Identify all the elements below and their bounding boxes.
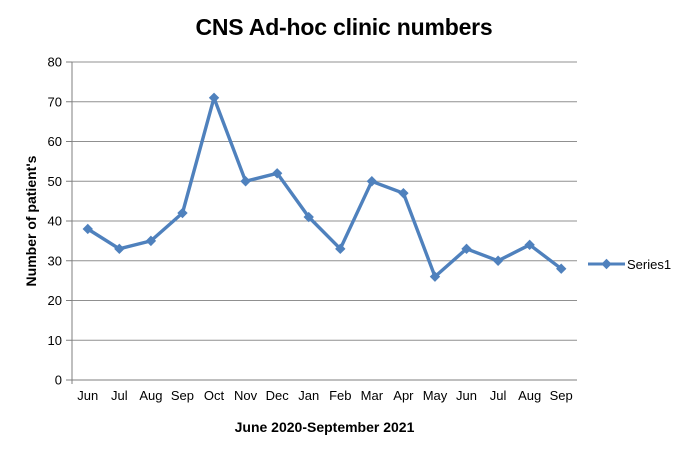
legend-series-label: Series1 — [627, 256, 672, 272]
data-point-marker — [556, 263, 567, 274]
x-tick-label: Sep — [550, 388, 573, 403]
legend-line-marker-icon — [588, 258, 625, 270]
data-point-marker — [335, 243, 346, 255]
x-axis-title: June 2020-September 2021 — [234, 419, 415, 435]
x-tick-label: Aug — [518, 388, 541, 403]
data-point-marker — [177, 207, 188, 219]
x-tick-label: Oct — [204, 388, 225, 403]
data-point-marker — [366, 176, 378, 187]
data-point-marker — [208, 92, 220, 103]
y-tick-label: 60 — [48, 134, 62, 149]
y-tick-label: 80 — [48, 55, 62, 70]
x-tick-label: Mar — [361, 388, 384, 403]
x-tick-label: Dec — [266, 388, 290, 403]
data-point-marker — [145, 235, 157, 247]
x-tick-label: Jun — [77, 388, 98, 403]
x-tick-label: Jul — [490, 388, 507, 403]
chart-title: CNS Ad-hoc clinic numbers — [195, 14, 493, 40]
data-point-marker — [492, 255, 504, 266]
x-tick-label: Sep — [171, 388, 194, 403]
y-axis-title: Number of patient's — [23, 155, 39, 287]
data-point-marker — [398, 187, 409, 199]
y-tick-label: 70 — [48, 94, 62, 109]
legend: Series1 — [588, 256, 672, 272]
y-tick-label: 30 — [48, 253, 62, 268]
x-tick-label: Nov — [234, 388, 258, 403]
y-tick-label: 40 — [48, 214, 62, 229]
y-tick-label: 20 — [48, 293, 62, 308]
data-point-marker — [82, 223, 93, 235]
y-tick-label: 0 — [55, 373, 62, 388]
data-point-marker — [240, 176, 251, 187]
data-point-marker — [524, 239, 535, 251]
y-tick-label: 10 — [48, 333, 62, 348]
x-tick-label: Aug — [139, 388, 162, 403]
y-tick-label: 50 — [48, 174, 62, 189]
data-point-marker — [114, 243, 125, 255]
x-tick-label: Jul — [111, 388, 128, 403]
series-line — [86, 96, 563, 279]
data-point-marker — [303, 211, 314, 223]
x-tick-label: Apr — [393, 388, 414, 403]
x-tick-label: May — [423, 388, 448, 403]
x-tick-label: Jan — [298, 388, 319, 403]
x-tick-label: Jun — [456, 388, 477, 403]
data-point-marker — [429, 271, 441, 282]
data-point-marker — [461, 243, 472, 255]
data-point-marker — [271, 168, 283, 179]
x-tick-label: Feb — [329, 388, 351, 403]
